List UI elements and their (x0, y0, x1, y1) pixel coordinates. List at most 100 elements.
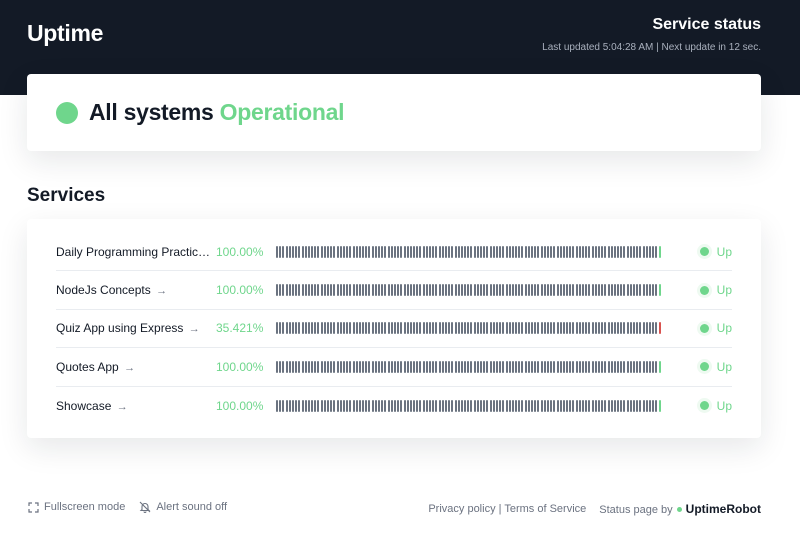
uptime-bar[interactable] (393, 399, 396, 412)
uptime-bar[interactable] (467, 360, 470, 373)
uptime-bar[interactable] (457, 322, 460, 335)
uptime-bar[interactable] (521, 245, 524, 258)
uptime-bar[interactable] (333, 245, 336, 258)
uptime-bar[interactable] (591, 245, 594, 258)
uptime-bar[interactable] (285, 360, 288, 373)
uptime-bar[interactable] (499, 399, 502, 412)
uptime-bar[interactable] (569, 245, 572, 258)
uptime-bar[interactable] (613, 284, 616, 297)
uptime-bar[interactable] (276, 284, 278, 297)
uptime-bar[interactable] (425, 245, 428, 258)
uptime-bar[interactable] (425, 360, 428, 373)
uptime-bar[interactable] (397, 284, 400, 297)
uptime-bar[interactable] (476, 360, 479, 373)
uptime-bar[interactable] (540, 245, 543, 258)
uptime-bar[interactable] (642, 245, 645, 258)
uptime-bar[interactable] (467, 284, 470, 297)
uptime-bar[interactable] (518, 284, 521, 297)
uptime-bar[interactable] (613, 399, 616, 412)
uptime-bar[interactable] (279, 360, 282, 373)
uptime-bar[interactable] (413, 245, 416, 258)
uptime-bar[interactable] (604, 322, 607, 335)
uptime-bar[interactable] (355, 360, 358, 373)
uptime-bar[interactable] (585, 399, 588, 412)
uptime-bar[interactable] (543, 322, 546, 335)
uptime-bar[interactable] (569, 360, 572, 373)
uptime-bar[interactable] (422, 284, 425, 297)
uptime-bar[interactable] (282, 399, 285, 412)
uptime-bar[interactable] (543, 284, 546, 297)
service-name[interactable]: Quiz App using Express → (56, 321, 200, 336)
uptime-bar[interactable] (352, 322, 355, 335)
uptime-bar[interactable] (282, 322, 285, 335)
uptime-bar[interactable] (645, 245, 648, 258)
uptime-bar[interactable] (390, 399, 393, 412)
uptime-bar[interactable] (339, 399, 342, 412)
uptime-bar[interactable] (416, 284, 419, 297)
uptime-bar[interactable] (327, 399, 329, 412)
uptime-bar[interactable] (432, 360, 435, 373)
uptime-bar[interactable] (457, 284, 460, 297)
uptime-bar[interactable] (566, 399, 569, 412)
uptime-bar[interactable] (518, 399, 521, 412)
uptime-bar[interactable] (562, 245, 565, 258)
uptime-bar[interactable] (400, 322, 403, 335)
uptime-bar[interactable] (320, 245, 323, 258)
uptime-bar[interactable] (492, 399, 495, 412)
uptime-bar[interactable] (422, 322, 425, 335)
uptime-bar[interactable] (655, 284, 658, 297)
uptime-bar[interactable] (336, 399, 339, 412)
service-name[interactable]: Quotes App → (56, 359, 136, 374)
uptime-bar[interactable] (378, 399, 380, 412)
uptime-bar[interactable] (629, 322, 632, 335)
uptime-bar[interactable] (464, 322, 467, 335)
uptime-bar[interactable] (556, 322, 559, 335)
uptime-bar[interactable] (495, 245, 498, 258)
uptime-bar[interactable] (476, 399, 479, 412)
uptime-bar[interactable] (295, 245, 298, 258)
uptime-bar[interactable] (492, 245, 495, 258)
uptime-bar[interactable] (527, 245, 530, 258)
uptime-bar[interactable] (486, 360, 489, 373)
privacy-policy-link[interactable]: Privacy policy (428, 503, 496, 515)
uptime-bar[interactable] (330, 322, 333, 335)
uptime-bar[interactable] (553, 399, 556, 412)
uptime-bar[interactable] (352, 399, 355, 412)
uptime-bar[interactable] (566, 360, 569, 373)
uptime-bar[interactable] (358, 322, 361, 335)
uptime-bar[interactable] (323, 322, 326, 335)
uptime-bar[interactable] (617, 399, 620, 412)
uptime-bar[interactable] (569, 322, 572, 335)
uptime-bar[interactable] (636, 360, 639, 373)
uptime-bar[interactable] (569, 284, 572, 297)
uptime-bar[interactable] (416, 399, 419, 412)
uptime-bar[interactable] (435, 399, 438, 412)
uptime-bar[interactable] (429, 322, 431, 335)
uptime-bar[interactable] (521, 399, 524, 412)
uptime-bar[interactable] (572, 284, 575, 297)
uptime-bar[interactable] (489, 399, 492, 412)
uptime-bar[interactable] (435, 284, 438, 297)
uptime-bar[interactable] (473, 399, 476, 412)
uptime-bar[interactable] (464, 245, 467, 258)
uptime-bar[interactable] (400, 284, 403, 297)
uptime-bar[interactable] (311, 245, 314, 258)
uptime-bar[interactable] (397, 322, 400, 335)
uptime-bar[interactable] (362, 245, 365, 258)
uptime-bar[interactable] (645, 399, 648, 412)
uptime-bar[interactable] (384, 245, 387, 258)
uptime-bar[interactable] (467, 245, 470, 258)
uptime-bar[interactable] (645, 284, 648, 297)
uptime-bar[interactable] (515, 245, 518, 258)
uptime-bar[interactable] (470, 284, 473, 297)
uptime-bar[interactable] (371, 284, 374, 297)
uptime-bar[interactable] (639, 360, 642, 373)
uptime-bar[interactable] (607, 399, 610, 412)
uptime-bar[interactable] (604, 360, 607, 373)
uptime-bar[interactable] (441, 245, 444, 258)
uptime-bar[interactable] (620, 245, 623, 258)
uptime-bar[interactable] (550, 322, 553, 335)
uptime-bar[interactable] (384, 284, 387, 297)
uptime-bar[interactable] (546, 284, 549, 297)
uptime-bar[interactable] (342, 360, 345, 373)
